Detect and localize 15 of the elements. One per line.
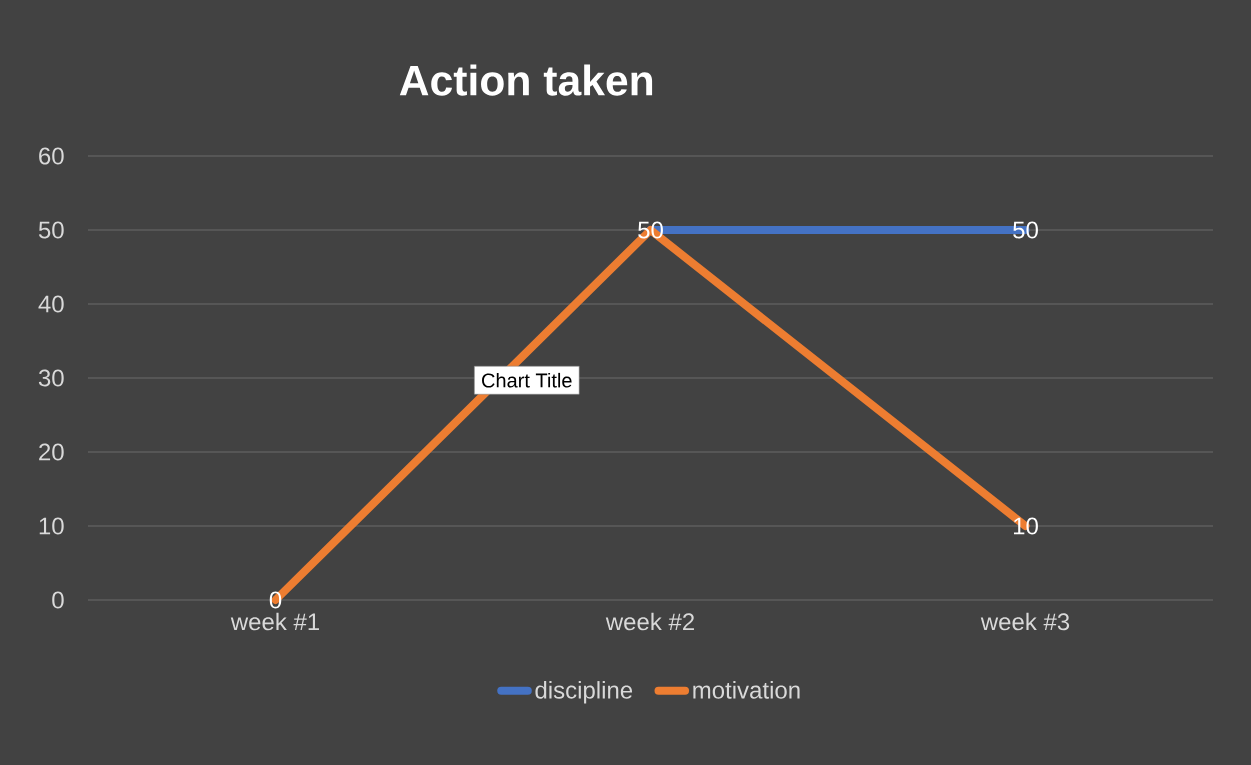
x-tick-label: week #2 [605, 612, 694, 631]
y-tick-label: 50 [38, 221, 64, 239]
x-tick-label: week #3 [980, 612, 1070, 631]
y-tick-label: 40 [38, 295, 64, 313]
y-tick-label: 0 [52, 591, 64, 609]
data-label: 10 [1013, 517, 1038, 535]
chart-title: Action taken [399, 64, 653, 96]
y-tick-label: 10 [39, 517, 64, 535]
y-tick-label: 30 [38, 369, 64, 387]
y-tick-label: 20 [39, 443, 64, 461]
legend-label: motivation [693, 681, 800, 699]
y-tick-label: 60 [39, 147, 64, 165]
x-tick-label: week #1 [230, 612, 319, 631]
annotation: Chart Title [482, 372, 572, 388]
legend-label: discipline [535, 681, 633, 704]
